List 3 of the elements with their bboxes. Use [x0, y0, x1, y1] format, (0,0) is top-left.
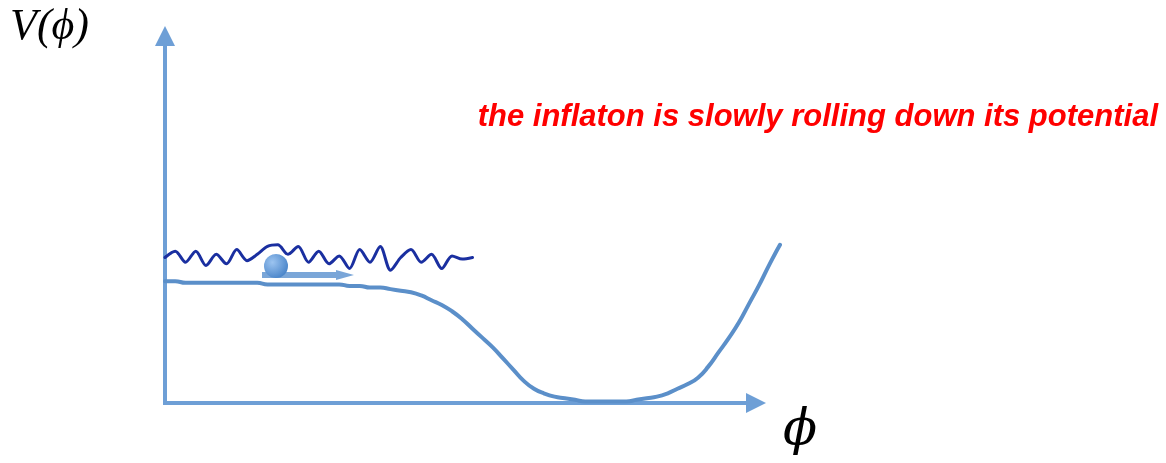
y-axis-title: V(ϕ)	[10, 0, 89, 49]
x-axis-title: ϕ	[783, 398, 818, 456]
text: the inflaton is slowly rolling down its potential	[477, 98, 1160, 133]
